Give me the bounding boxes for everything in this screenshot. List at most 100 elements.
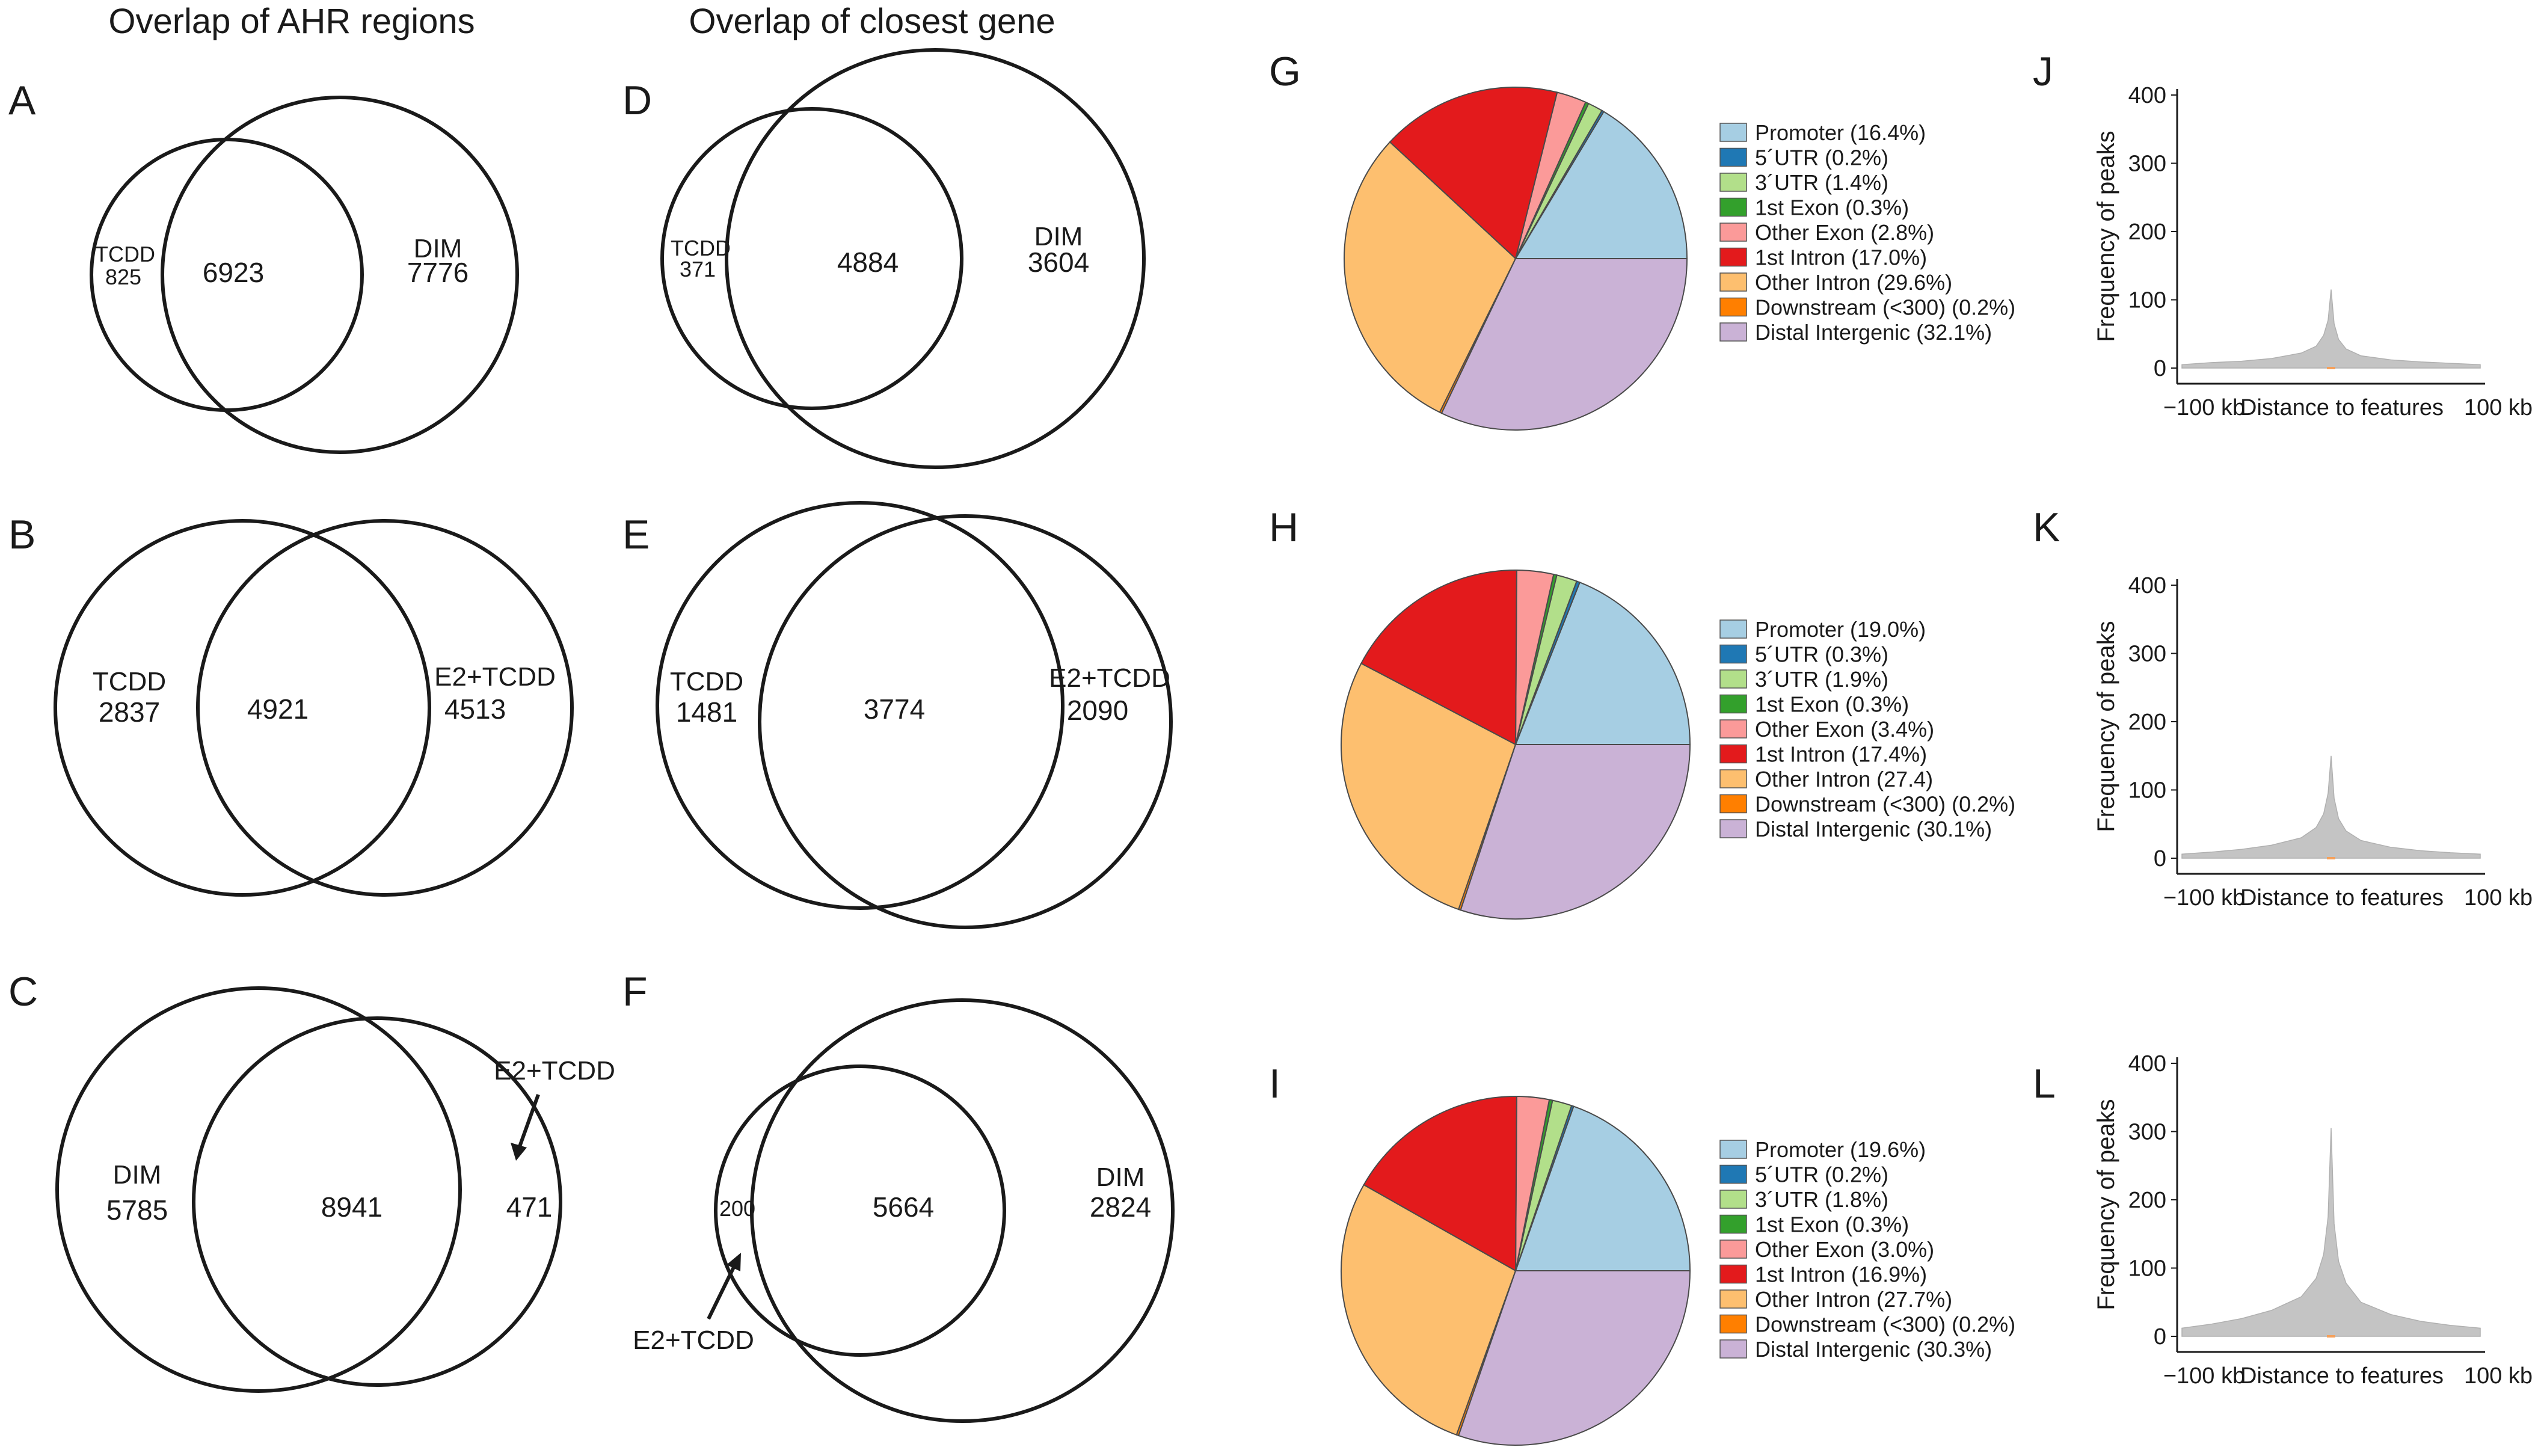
- venn-D-overlap-value: 4884: [837, 247, 899, 278]
- venn-F-overlap-value: 5664: [873, 1191, 934, 1223]
- pie-I-legend-label-other-intron: Other Intron (27.7%): [1755, 1287, 1952, 1312]
- pie-H-legend-swatch-intron1: [1719, 744, 1747, 764]
- pie-G-legend-swatch-other-exon: [1719, 223, 1747, 242]
- pie-H-legend-swatch-utr3: [1719, 669, 1747, 689]
- panel-letter-H: H: [1269, 505, 1298, 550]
- pie-H-legend-label-utr5: 5´UTR (0.3%): [1755, 642, 1888, 667]
- hist-K-x-axis-label: Distance to features: [2240, 885, 2444, 911]
- venn-C-circle-left: [55, 986, 462, 1393]
- venn-E-right-label: E2+TCDD: [1049, 663, 1170, 693]
- panel-letter-B: B: [8, 512, 35, 558]
- pie-H-legend-label-intron1: 1st Intron (17.4%): [1755, 742, 1927, 767]
- pie-H-legend-label-utr3: 3´UTR (1.9%): [1755, 667, 1888, 692]
- venn-B-circle-right: [196, 519, 574, 897]
- hist-L-y-tick-label-400: 400: [2128, 1051, 2166, 1077]
- venn-C-left-value: 5785: [106, 1194, 168, 1226]
- pie-G-legend-swatch-utr3: [1719, 173, 1747, 192]
- venn-D-circle-left: [660, 107, 963, 410]
- pie-I-slice-intron1: [1363, 1096, 1517, 1272]
- hist-K-x-tick-label-right: 100 kb: [2464, 885, 2533, 911]
- pie-H-legend-swatch-other-exon: [1719, 719, 1747, 739]
- venn-E-right-value: 2090: [1067, 695, 1128, 726]
- hist-L-x-tick-label-right: 100 kb: [2464, 1363, 2533, 1389]
- venn-B-right-value: 4513: [444, 693, 506, 725]
- pie-I-slice-other-intron: [1341, 1184, 1517, 1436]
- hist-K-y-tick-label-300: 300: [2128, 642, 2166, 667]
- venn-F-arrowhead: [727, 1253, 741, 1271]
- hist-J-x-tick-label-left: −100 kb: [2163, 395, 2245, 420]
- pie-I-legend-label-exon1: 1st Exon (0.3%): [1755, 1212, 1909, 1237]
- pie-H-legend-label-promoter: Promoter (19.0%): [1755, 617, 1926, 642]
- hist-J-y-tick-label-200: 200: [2128, 220, 2166, 245]
- pie-I-legend-label-utr3: 3´UTR (1.8%): [1755, 1187, 1888, 1212]
- pie-chart-G: Promoter (16.4%)5´UTR (0.2%)3´UTR (1.4%)…: [1344, 86, 2015, 431]
- pie-I-legend-swatch-exon1: [1719, 1214, 1747, 1234]
- pie-I-legend-label-promoter: Promoter (19.6%): [1755, 1137, 1926, 1162]
- pie-I-legend-swatch-distal-intergenic: [1719, 1339, 1747, 1359]
- hist-L-y-tick-label-0: 0: [2154, 1324, 2166, 1350]
- venn-F-left-label: E2+TCDD: [633, 1325, 754, 1355]
- pie-G-legend-label-downstream: Downstream (<300) (0.2%): [1755, 295, 2015, 320]
- pie-H-slice-intron1: [1360, 570, 1517, 746]
- pie-H-legend-swatch-promoter: [1719, 619, 1747, 639]
- venn-E: E TCDD 1481 3774 E2+TCDD 2090: [622, 501, 1173, 929]
- pie-H-slice-other-intron: [1341, 662, 1517, 911]
- panel-letter-F: F: [622, 969, 648, 1015]
- pie-G-legend-label-other-exon: Other Exon (2.8%): [1755, 220, 1934, 245]
- pie-H-legend-swatch-distal-intergenic: [1719, 819, 1747, 838]
- pie-G-legend-label-other-intron: Other Intron (29.6%): [1755, 270, 1952, 295]
- venn-D-right-value: 3604: [1028, 247, 1089, 278]
- panel-letter-D: D: [622, 78, 652, 123]
- hist-J-y-tick-label-100: 100: [2128, 288, 2166, 313]
- venn-F: F 200 5664 DIM 2824 E2+TCDD: [622, 969, 1175, 1423]
- venn-A-circle-right: [161, 96, 519, 454]
- pie-I-legend-swatch-utr3: [1719, 1190, 1747, 1209]
- venn-A-left-label: TCDD: [95, 242, 155, 266]
- panel-letter-E: E: [622, 512, 650, 558]
- pie-G-legend-label-utr5: 5´UTR (0.2%): [1755, 146, 1888, 170]
- pie-H-legend-swatch-downstream: [1719, 794, 1747, 814]
- histogram-J: 0 100 200 300 400 Frequency of peaks −100 kb 10…: [2093, 83, 2533, 420]
- venn-E-left-value: 1481: [676, 696, 737, 728]
- venn-C: C DIM 5785 8941 E2+TCDD 471: [8, 969, 615, 1393]
- venn-F-arrow: [707, 1264, 737, 1320]
- venn-C-arrow: [517, 1093, 540, 1151]
- panel-letter-A: A: [8, 78, 36, 123]
- pie-H-legend-label-exon1: 1st Exon (0.3%): [1755, 692, 1909, 717]
- venn-B-left-label: TCDD: [93, 667, 166, 696]
- hist-K-y-tick-label-100: 100: [2128, 778, 2166, 803]
- venn-E-left-label: TCDD: [670, 667, 743, 696]
- venn-C-right-label: E2+TCDD: [494, 1056, 615, 1086]
- pie-H-legend-swatch-utr5: [1719, 644, 1747, 664]
- hist-J-x-tick-label-right: 100 kb: [2464, 395, 2533, 420]
- panel-letter-I: I: [1269, 1061, 1280, 1107]
- venn-A-overlap-value: 6923: [203, 257, 264, 288]
- histogram-K: 0 100 200 300 400 Frequency of peaks −100 kb 10…: [2093, 573, 2533, 911]
- venn-A-right-value: 7776: [407, 257, 469, 288]
- pie-G-legend-label-promoter: Promoter (16.4%): [1755, 120, 1926, 145]
- hist-K-y-tick-label-200: 200: [2128, 710, 2166, 735]
- pie-I-legend-swatch-other-intron: [1719, 1289, 1747, 1309]
- hist-J-distribution: [2181, 289, 2481, 369]
- venn-F-left-value: 200: [719, 1196, 755, 1221]
- pie-H-legend-swatch-exon1: [1719, 694, 1747, 714]
- venn-C-right-value: 471: [506, 1191, 553, 1223]
- venn-C-left-label: DIM: [113, 1160, 162, 1190]
- pie-G-slice-intron1: [1389, 86, 1558, 260]
- pie-chart-H: Promoter (19.0%)5´UTR (0.3%)3´UTR (1.9%)…: [1341, 570, 2015, 920]
- pie-I-legend-swatch-promoter: [1719, 1140, 1747, 1159]
- pie-I-legend-label-other-exon: Other Exon (3.0%): [1755, 1237, 1934, 1262]
- hist-J-y-axis-label: Frequency of peaks: [2093, 131, 2119, 342]
- venn-A-right-label: DIM: [414, 234, 462, 263]
- panel-letter-K: K: [2033, 505, 2060, 550]
- histogram-L: 0 100 200 300 400 Frequency of peaks −100 kb 10…: [2093, 1051, 2533, 1389]
- venn-D-circle-right: [725, 48, 1146, 469]
- venn-D: D TCDD 371 4884 DIM 3604: [622, 48, 1146, 469]
- venn-B: B TCDD 2837 4921 E2+TCDD 4513: [8, 512, 574, 897]
- panel-letter-G: G: [1269, 49, 1301, 94]
- pie-I-legend-swatch-intron1: [1719, 1264, 1747, 1284]
- venn-D-right-label: DIM: [1034, 222, 1083, 251]
- venn-D-left-label: TCDD: [671, 236, 731, 260]
- hist-L-x-axis-label: Distance to features: [2240, 1363, 2444, 1389]
